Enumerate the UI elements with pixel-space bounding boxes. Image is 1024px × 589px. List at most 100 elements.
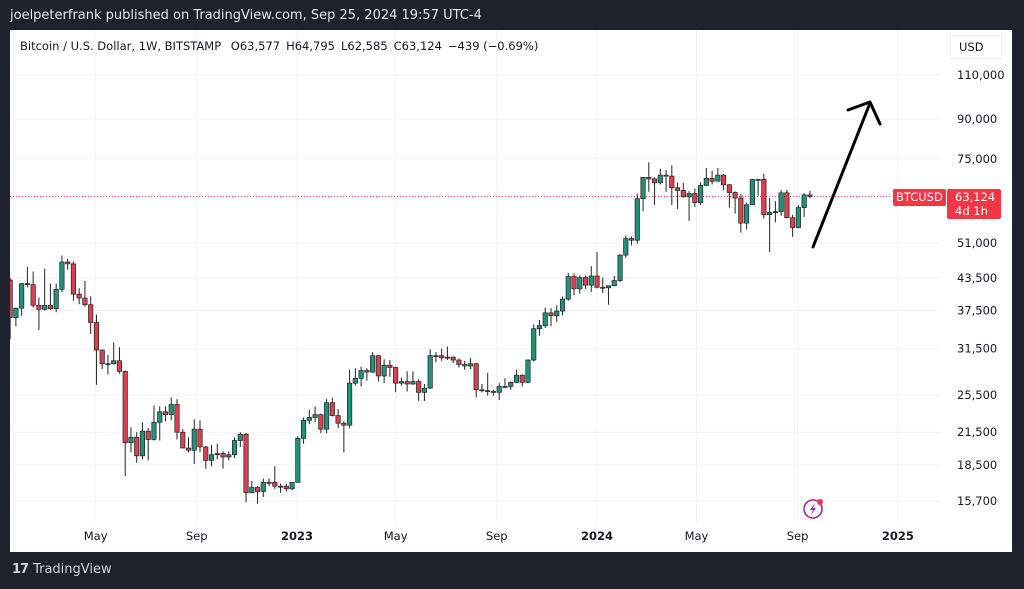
candle-up <box>554 310 560 317</box>
published-caption: joelpeterfrank published on TradingView.… <box>10 8 482 23</box>
candle-up <box>611 280 617 287</box>
candle-down <box>738 197 744 224</box>
candle-up <box>617 254 623 281</box>
candle-up <box>151 421 157 440</box>
candle-down <box>680 190 686 197</box>
candle-down <box>335 415 341 424</box>
tradingview-logo-icon[interactable]: 17 <box>12 562 29 577</box>
candle-up <box>502 386 508 388</box>
candle-down <box>790 217 796 228</box>
candle-down <box>283 485 289 490</box>
candle-down <box>134 437 140 457</box>
candle-down <box>416 381 422 393</box>
candle-up <box>795 207 801 228</box>
candle-down <box>387 364 393 368</box>
lightning-badge-icon[interactable] <box>803 498 823 519</box>
candle-down <box>784 192 790 219</box>
candle-up <box>157 411 163 423</box>
candle-down <box>185 447 192 451</box>
up-arrow-drawing <box>811 100 882 249</box>
candle-down <box>548 312 554 317</box>
candle-down <box>675 187 681 191</box>
candle-up <box>755 178 761 181</box>
ohlc-change: −439 (−0.69%) <box>447 39 539 53</box>
candle-up <box>508 382 514 387</box>
time-tick-label: Sep <box>787 529 809 543</box>
candle-down <box>761 178 767 216</box>
candle-down <box>456 359 462 365</box>
candle-down <box>490 391 496 393</box>
price-tick-label: 110,000 <box>957 68 1005 82</box>
candle-down <box>628 238 635 241</box>
candle-up <box>231 440 238 456</box>
candle-up <box>226 454 232 458</box>
candle-up <box>444 356 450 359</box>
candle-down <box>709 177 715 182</box>
candle-up <box>767 212 773 216</box>
candle-down <box>47 304 53 310</box>
candle-down <box>254 487 261 492</box>
candle-up <box>42 304 48 310</box>
candle-up <box>433 355 439 358</box>
candle-up <box>467 363 473 367</box>
price-tick-label: 51,000 <box>957 236 997 250</box>
candle-up <box>237 433 243 441</box>
footer-brand[interactable]: TradingView <box>33 562 112 577</box>
candle-down <box>485 390 491 392</box>
footer: 17 TradingView <box>12 562 112 577</box>
price-tick-label: 37,500 <box>957 303 997 317</box>
candle-down <box>180 431 186 449</box>
symbol-name[interactable]: Bitcoin / U.S. Dollar, 1W, BITSTAMP <box>20 39 222 53</box>
candle-up <box>312 414 318 418</box>
last-price-value: 63,124 <box>955 190 996 204</box>
time-tick-label: May <box>384 529 408 543</box>
left-border <box>0 30 10 552</box>
symbol-legend: Bitcoin / U.S. Dollar, 1W, BITSTAMP O63,… <box>20 39 544 53</box>
candle-down <box>220 453 226 458</box>
candle-down <box>122 370 128 443</box>
candle-down <box>93 322 99 351</box>
price-tick-label: 90,000 <box>957 112 997 126</box>
candle-down <box>519 374 525 383</box>
candle-down <box>594 275 600 288</box>
candle-up <box>19 283 25 309</box>
candle-up <box>657 174 663 184</box>
candle-down <box>203 446 209 461</box>
candle-up <box>686 193 692 197</box>
candle-down <box>600 286 606 289</box>
candle-down <box>692 193 698 203</box>
candle-up <box>588 275 594 286</box>
candle-down <box>479 389 485 392</box>
price-tick-label: 43,500 <box>957 271 997 285</box>
candle-down <box>197 428 203 448</box>
candle-down <box>404 381 410 385</box>
candle-up <box>801 194 807 208</box>
candle-down <box>243 433 249 494</box>
candle-down <box>318 414 324 430</box>
candle-up <box>324 402 330 430</box>
candle-up <box>559 298 566 312</box>
candle-down <box>663 174 669 177</box>
candle-up <box>139 430 146 457</box>
candle-down <box>30 284 36 306</box>
ohlc-open: O63,577 <box>230 39 281 53</box>
currency-selector[interactable]: USD <box>950 35 1002 59</box>
candle-up <box>427 355 433 389</box>
ohlc-low: L62,585 <box>340 39 388 53</box>
candle-down <box>174 404 180 433</box>
candle-up <box>640 177 646 200</box>
candle-down <box>582 277 589 286</box>
candle-down <box>462 364 468 367</box>
time-tick-label: Sep <box>486 529 508 543</box>
candle-up <box>352 377 358 384</box>
price-tick-label: 15,700 <box>957 494 997 508</box>
candle-up <box>13 307 19 318</box>
candle-up <box>214 453 220 456</box>
candle-up <box>536 325 543 330</box>
candle-down <box>36 304 42 310</box>
candle-down <box>652 178 658 184</box>
bar-countdown: 4d 1h <box>955 204 988 218</box>
ticker-tag: BTCUSD <box>893 189 946 206</box>
last-price-tag: 63,124 4d 1h <box>947 189 1001 219</box>
